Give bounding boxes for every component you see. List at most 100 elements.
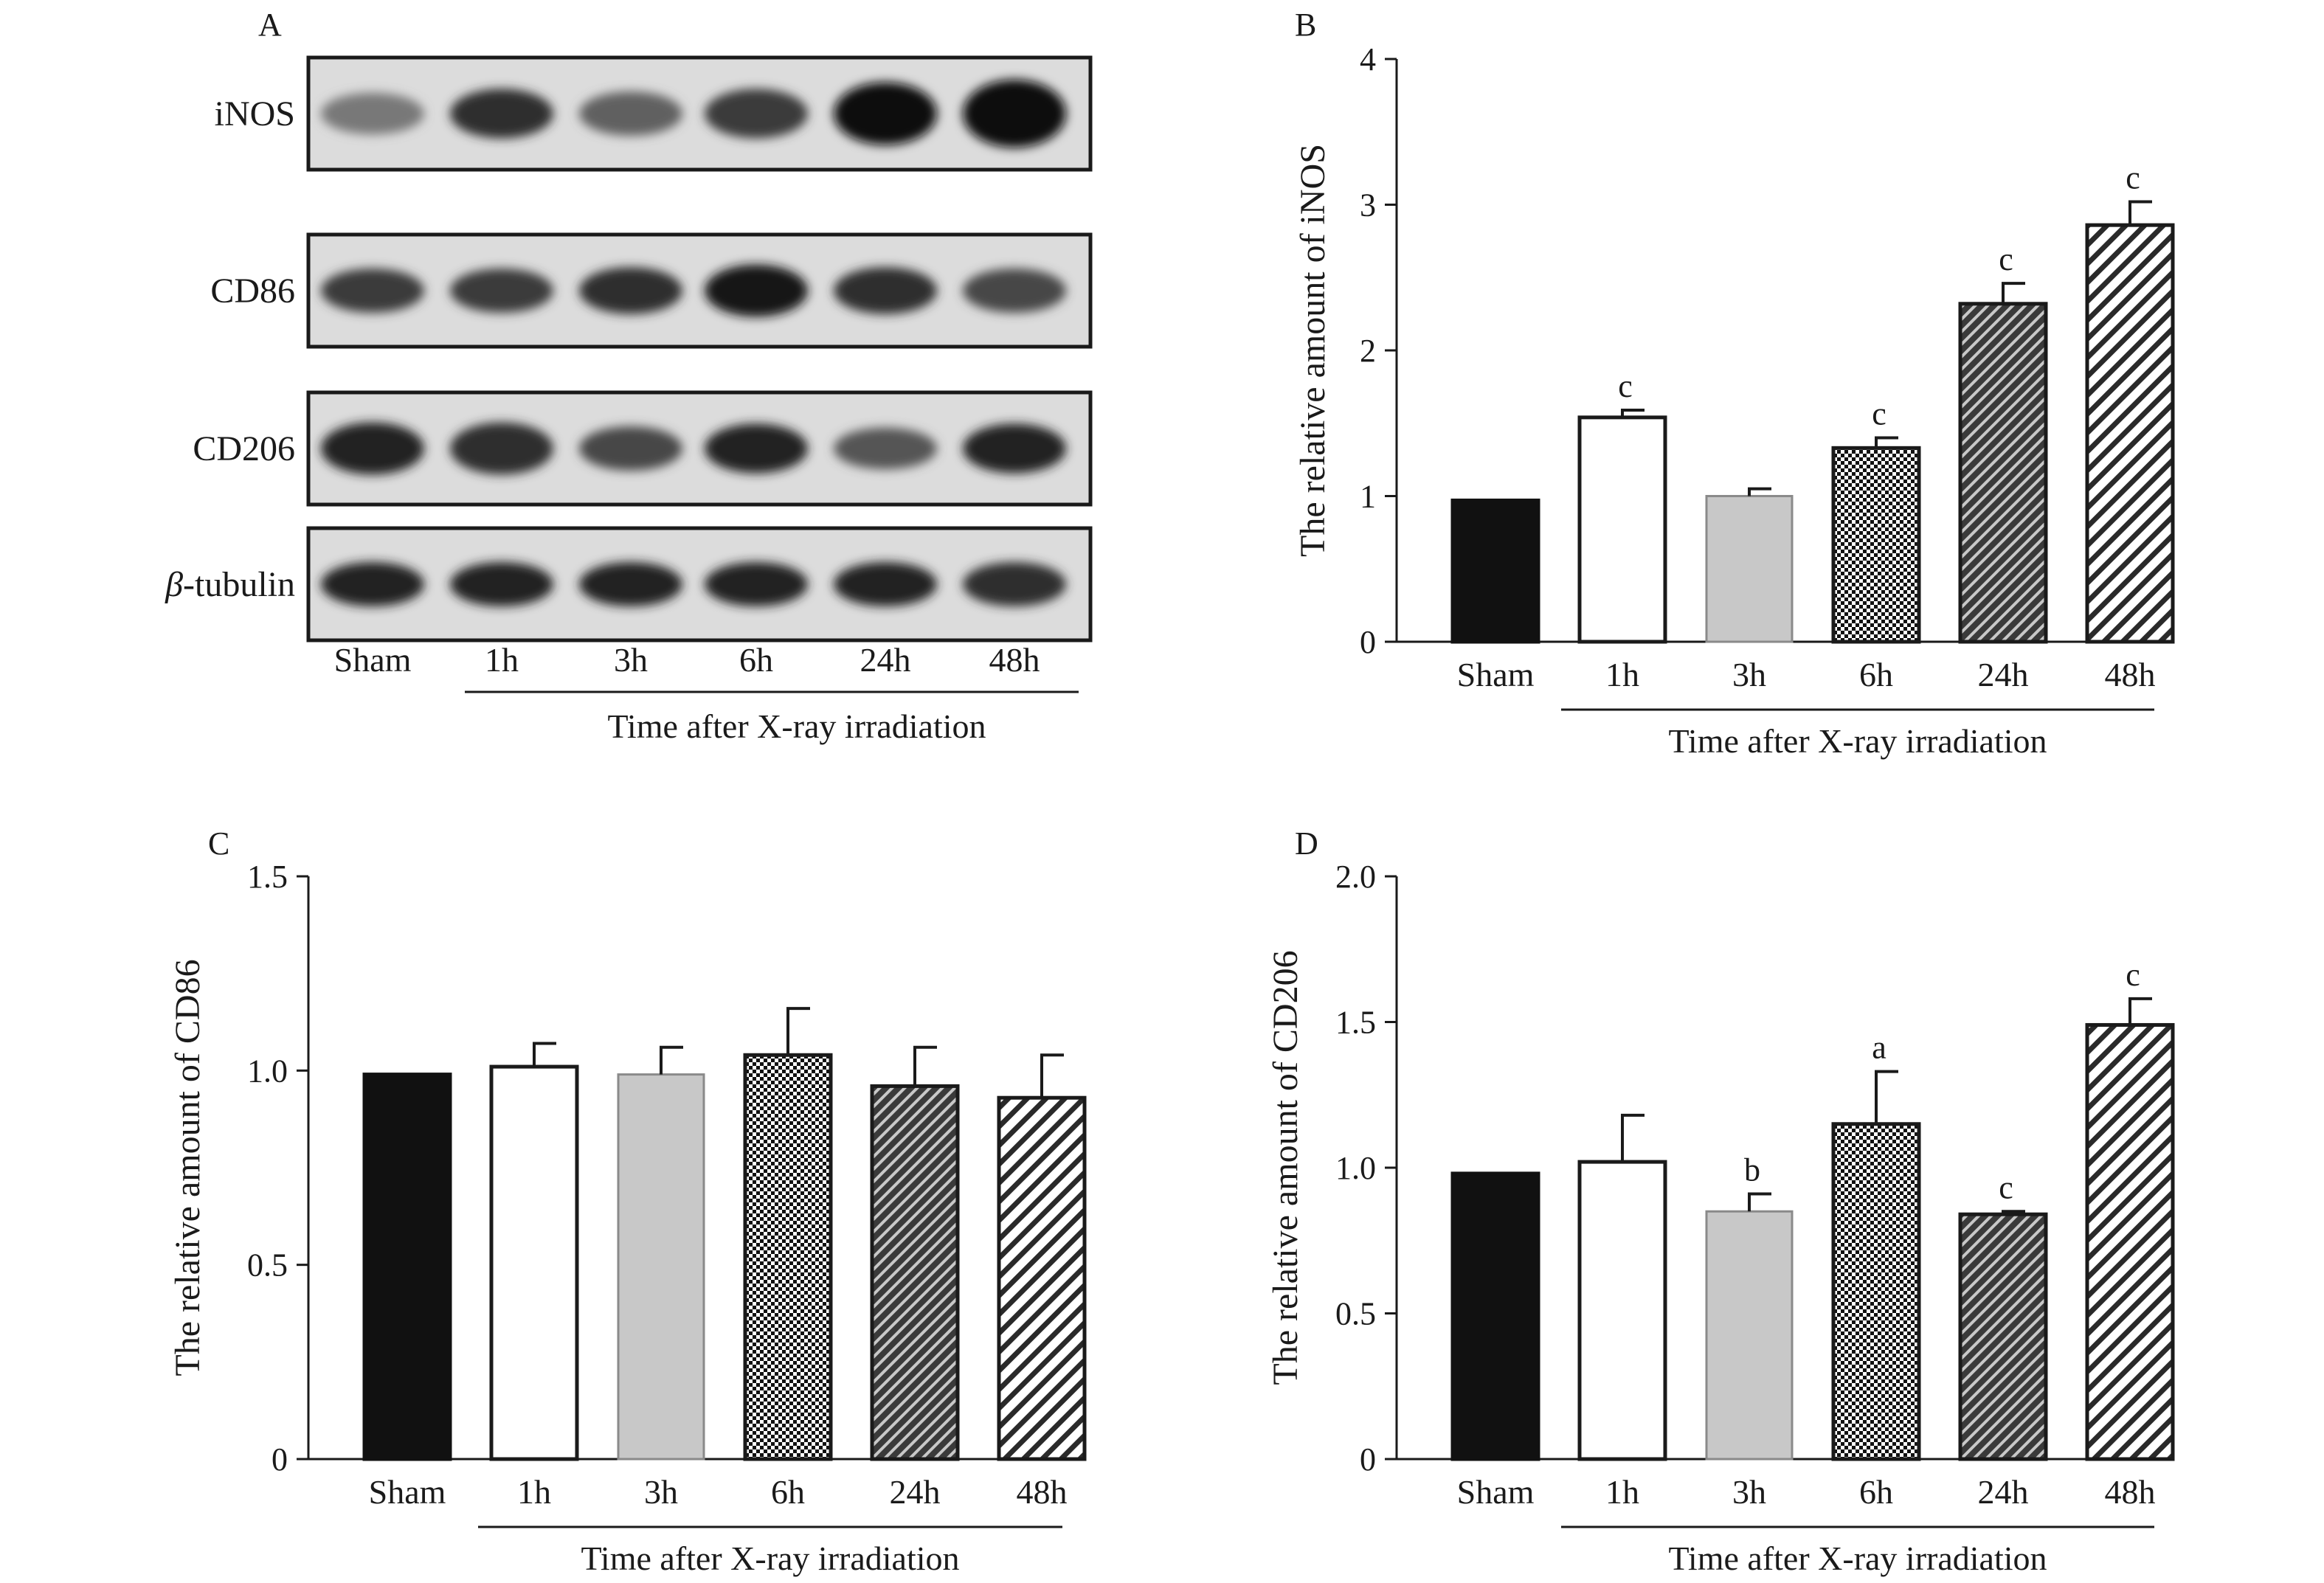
bar-48h — [2085, 223, 2175, 644]
blot-row-label-text: CD206 — [193, 429, 295, 468]
x-tick-label: 48h — [2105, 1473, 2156, 1511]
significance-label: c — [1999, 241, 2013, 277]
bar-3h — [617, 1073, 705, 1461]
x-tick-label: 3h — [1732, 656, 1766, 693]
bar-48h — [2085, 1022, 2175, 1461]
blot-frame — [306, 390, 1093, 507]
x-tick-label: 48h — [2105, 656, 2156, 693]
bar-3h — [1705, 1210, 1794, 1461]
y-tick-label: 0 — [272, 1441, 288, 1478]
blot-band — [579, 267, 682, 314]
y-tick-label: 0 — [1360, 1441, 1376, 1478]
blot-band — [321, 269, 424, 313]
bar-1h — [1577, 1160, 1667, 1461]
blot-band — [834, 82, 937, 145]
blot-frame — [306, 232, 1093, 349]
y-tick-label: 2 — [1360, 333, 1376, 369]
significance-label: c — [1618, 368, 1633, 404]
blot-row-label: CD86 — [210, 271, 295, 311]
blot-band — [579, 91, 682, 136]
panel-a-xlabel: Time after X-ray irradiation — [607, 707, 986, 745]
blot-band — [963, 423, 1066, 474]
blot-band — [963, 269, 1066, 313]
bar-6h — [743, 1053, 833, 1461]
blot-row-label-text: iNOS — [215, 94, 295, 134]
blot-row-label: CD206 — [193, 429, 295, 468]
blot-row-4: β-tubulin — [165, 526, 1093, 642]
x-tick-label: 24h — [1978, 1473, 2029, 1511]
blot-row-2: CD86 — [210, 232, 1093, 349]
blot-frame — [306, 55, 1093, 172]
y-tick-label: 1.5 — [1335, 1005, 1376, 1041]
x-tick-label: 24h — [890, 1473, 941, 1511]
x-axis-label: Time after X-ray irradiation — [1668, 1539, 2047, 1577]
x-tick-label: 6h — [771, 1473, 805, 1511]
bar-48h — [997, 1095, 1087, 1461]
bar-3h — [1705, 495, 1794, 643]
blot-band — [963, 562, 1066, 606]
blot-band — [450, 562, 553, 606]
bar-6h — [1831, 446, 1921, 644]
blot-band — [705, 264, 808, 317]
bar-1h — [1577, 415, 1667, 644]
blot-row-1: iNOS — [215, 55, 1093, 172]
blot-band — [834, 267, 937, 314]
bar-6h — [1831, 1122, 1921, 1461]
panel-c-chart: C 0 0.5 1.0 1.5 The relative amount of CD86 Sh… — [168, 825, 1087, 1577]
x-tick-label: 1h — [517, 1473, 551, 1511]
blot-row-3: CD206 — [193, 390, 1093, 507]
blot-band — [579, 562, 682, 606]
x-tick-label: 6h — [1859, 656, 1893, 693]
y-tick-label: 1 — [1360, 479, 1376, 515]
x-tick-label: 3h — [1732, 1473, 1766, 1511]
blot-lane-label: 48h — [989, 641, 1040, 679]
bar-sham — [1450, 1171, 1540, 1461]
bar-24h — [1958, 302, 2048, 644]
y-tick-label: 2.0 — [1335, 859, 1376, 895]
blot-band — [321, 562, 424, 606]
panel-d-chart: D 0 0.5 1.0 1.5 2.0 The relative amount of CD2… — [1266, 825, 2175, 1577]
blot-band — [321, 422, 424, 475]
significance-label: c — [2126, 160, 2140, 196]
y-axis-label: The relative amount of CD86 — [168, 959, 207, 1376]
y-tick-label: 4 — [1360, 41, 1376, 77]
x-tick-label: 1h — [1605, 1473, 1639, 1511]
blot-row-label-prefix: β — [165, 565, 183, 604]
x-axis-label: Time after X-ray irradiation — [1668, 722, 2047, 760]
x-tick-label: 24h — [1978, 656, 2029, 693]
blot-row-label: β-tubulin — [165, 565, 295, 604]
y-tick-label: 1.0 — [1335, 1150, 1376, 1186]
significance-label: b — [1744, 1152, 1760, 1188]
blot-lane-label: 1h — [485, 641, 519, 679]
blot-band — [450, 422, 553, 475]
y-axis-label: The relative amount of CD206 — [1266, 950, 1305, 1385]
panel-a-letter: A — [258, 7, 282, 43]
panel-letter: C — [208, 825, 229, 862]
significance-label: c — [1872, 396, 1886, 432]
panel-b-chart: B 0 1 2 3 4 The relative amount of iNOS Sham c 1h… — [1293, 7, 2175, 760]
blot-lane-label: 6h — [739, 641, 773, 679]
y-axis-label: The relative amount of iNOS — [1293, 144, 1332, 557]
bar-24h — [1958, 1212, 2048, 1461]
panel-letter: D — [1295, 825, 1318, 862]
panel-letter: B — [1295, 7, 1316, 43]
y-tick-label: 0.5 — [1335, 1296, 1376, 1332]
blot-band — [963, 79, 1066, 148]
bar-24h — [870, 1084, 960, 1461]
x-axis-label: Time after X-ray irradiation — [581, 1539, 959, 1577]
x-tick-label: 3h — [644, 1473, 678, 1511]
y-tick-label: 1.5 — [247, 859, 288, 895]
blot-band — [834, 427, 937, 470]
blot-lane-label: 3h — [614, 641, 648, 679]
y-tick-label: 0 — [1360, 624, 1376, 660]
x-tick-label: Sham — [1457, 656, 1535, 693]
x-tick-label: Sham — [1457, 1473, 1535, 1511]
blot-row-label: iNOS — [215, 94, 295, 134]
blot-lane-label: 24h — [860, 641, 911, 679]
bar-sham — [362, 1073, 452, 1461]
blot-frame — [306, 526, 1093, 642]
bar-1h — [489, 1064, 579, 1461]
blot-band — [705, 562, 808, 606]
x-tick-label: 48h — [1017, 1473, 1068, 1511]
